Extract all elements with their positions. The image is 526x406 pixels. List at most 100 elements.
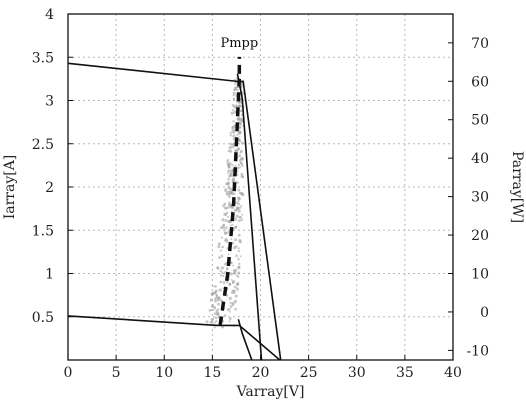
cloud-dot xyxy=(212,308,215,312)
cloud-dot xyxy=(233,192,236,195)
cloud-dot xyxy=(232,264,235,267)
cloud-dot xyxy=(222,223,226,227)
cloud-dot xyxy=(215,309,219,313)
cloud-dot xyxy=(237,275,240,278)
cloud-dot xyxy=(223,231,226,233)
cloud-dot xyxy=(217,245,221,249)
series-line-2 xyxy=(67,62,282,361)
cloud-dot xyxy=(212,322,215,324)
cloud-dot xyxy=(228,317,232,321)
cloud-dot xyxy=(224,237,228,241)
cloud-dot xyxy=(235,214,239,218)
cloud-dot xyxy=(223,202,227,206)
cloud-dot xyxy=(216,266,220,270)
y-tick-label: 3 xyxy=(45,94,54,110)
y-tick-label: 3.5 xyxy=(32,50,54,66)
cloud-dot xyxy=(238,154,242,158)
cloud-dot xyxy=(226,215,229,218)
cloud-dot xyxy=(230,169,233,173)
cloud-dot xyxy=(232,109,235,112)
cloud-dot xyxy=(232,131,235,134)
cloud-dot xyxy=(213,326,216,329)
cloud-dot xyxy=(233,272,236,275)
cloud-dot xyxy=(215,311,220,315)
cloud-dot xyxy=(219,269,222,272)
cloud-dot xyxy=(231,104,235,107)
cloud-dot xyxy=(226,190,229,194)
y2-tick-label: 70 xyxy=(471,36,489,52)
cloud-dot xyxy=(241,175,245,179)
x-tick-label: 20 xyxy=(252,365,270,381)
cloud-dot xyxy=(229,134,232,137)
cloud-dot xyxy=(234,245,238,248)
cloud-dot xyxy=(240,157,244,161)
cloud-dot xyxy=(239,255,242,258)
cloud-dot xyxy=(230,278,233,281)
cloud-dot xyxy=(226,231,230,234)
cloud-dot xyxy=(227,166,230,169)
cloud-dot xyxy=(239,219,242,222)
cloud-dot xyxy=(228,296,232,301)
cloud-dot xyxy=(226,158,230,162)
x-axis-ticks: 0 5 10 15 20 25 30 35 40 xyxy=(64,355,462,381)
cloud-dot xyxy=(223,314,227,317)
cloud-dot xyxy=(237,250,241,253)
cloud-dot xyxy=(220,266,225,270)
cloud-dot xyxy=(238,159,242,162)
y2-axis-ticks: -10 0 10 20 30 40 50 60 70 xyxy=(448,36,489,359)
cloud-dot xyxy=(234,238,238,242)
cloud-dot xyxy=(224,189,227,192)
cloud-dot xyxy=(236,173,239,176)
cloud-dot xyxy=(210,318,213,321)
cloud-dot xyxy=(240,204,243,207)
cloud-dot xyxy=(240,120,244,123)
cloud-dot xyxy=(217,256,221,259)
series-line-3 xyxy=(237,319,253,361)
y-axis-ticks: 0.5 1 1.5 2 2.5 3 3.5 4 xyxy=(32,7,73,326)
cloud-dot xyxy=(210,320,213,323)
cloud-dot xyxy=(212,285,215,288)
cloud-dot xyxy=(219,226,224,230)
cloud-dot xyxy=(227,177,230,181)
cloud-dot xyxy=(233,217,237,221)
cloud-dot xyxy=(231,125,236,129)
cloud-dot xyxy=(234,149,237,152)
cloud-dot xyxy=(231,163,234,167)
cloud-dot xyxy=(226,211,229,215)
cloud-dot xyxy=(233,208,237,212)
cloud-dot xyxy=(211,317,215,320)
cloud-dot xyxy=(227,163,231,167)
cloud-dot xyxy=(237,207,240,210)
cloud-dot xyxy=(239,206,242,209)
cloud-dot xyxy=(233,299,237,304)
x-tick-label: 25 xyxy=(300,365,318,381)
x-tick-label: 0 xyxy=(64,365,73,381)
cloud-dot xyxy=(220,254,224,258)
y2-axis-label: Parray[W] xyxy=(509,151,525,223)
cloud-dot xyxy=(214,321,217,324)
cloud-dot xyxy=(241,213,244,216)
cloud-dot xyxy=(237,209,241,213)
cloud-dot xyxy=(240,162,243,165)
cloud-dot xyxy=(237,181,240,184)
cloud-dot xyxy=(225,182,229,186)
y2-tick-label: 60 xyxy=(471,74,489,90)
cloud-dot xyxy=(228,146,232,150)
cloud-dot xyxy=(231,302,235,306)
cloud-dot xyxy=(230,261,233,265)
cloud-dot xyxy=(209,298,213,302)
cloud-dot xyxy=(222,204,226,208)
cloud-dot xyxy=(219,249,222,252)
cloud-dot xyxy=(237,163,241,167)
cloud-dot xyxy=(215,294,218,297)
cloud-dot xyxy=(234,86,237,89)
y2-tick-label: 50 xyxy=(471,113,489,129)
cloud-dot xyxy=(233,289,237,293)
cloud-dot xyxy=(234,307,238,311)
x-tick-label: 10 xyxy=(155,365,173,381)
cloud-dot xyxy=(229,305,233,308)
cloud-dot xyxy=(226,268,229,271)
x-tick-label: 30 xyxy=(348,365,366,381)
y-tick-label: 4 xyxy=(45,7,54,23)
cloud-dot xyxy=(225,226,228,229)
